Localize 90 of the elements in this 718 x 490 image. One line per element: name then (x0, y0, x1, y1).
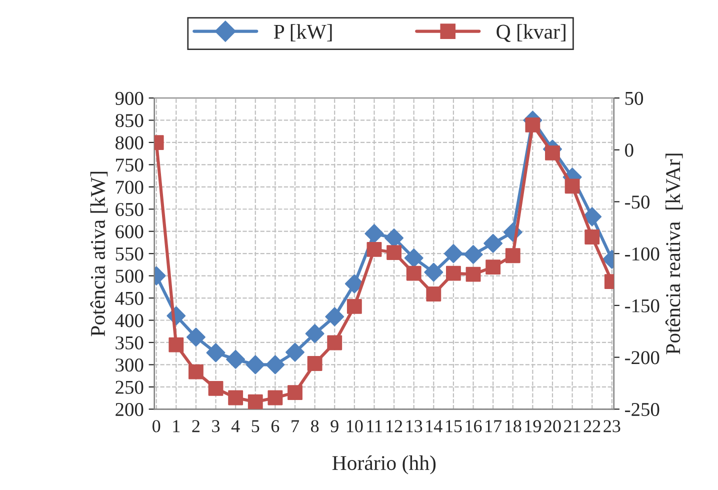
x-tick-label: 19 (525, 420, 541, 432)
legend-label: Q [kvar] (496, 24, 566, 42)
point (186, 328, 206, 347)
y-axis-title: Potência ativa [kW] (90, 172, 108, 336)
y2-tick-label: -100 (625, 247, 660, 261)
point (346, 299, 362, 314)
point (228, 390, 244, 406)
point (444, 244, 463, 264)
point (268, 390, 283, 406)
x-tick-label: 14 (426, 420, 442, 432)
y-tick-label: 450 (115, 292, 144, 305)
x-tick-label: 16 (466, 420, 482, 432)
x-tick-label: 1 (173, 420, 180, 432)
x-tick-label: 23 (604, 420, 620, 432)
x-tick-label: 18 (505, 420, 522, 432)
point (366, 242, 382, 257)
point (525, 118, 540, 132)
x-tick-label: 0 (152, 420, 160, 432)
y-tick-label: 600 (116, 225, 144, 238)
x-tick-label: 15 (446, 420, 462, 432)
point (582, 207, 602, 226)
point (486, 260, 501, 275)
point (584, 230, 600, 244)
point (288, 385, 302, 400)
y2-tick-label: -200 (625, 351, 660, 364)
y2-tick-label: 50 (625, 92, 644, 105)
point (208, 380, 224, 396)
x-tick-label: 6 (271, 420, 280, 432)
point (505, 248, 520, 264)
x-tick-label: 20 (544, 420, 561, 432)
point (246, 355, 265, 374)
point (307, 356, 322, 371)
point (484, 234, 503, 253)
point (564, 178, 580, 194)
point (266, 355, 285, 374)
x-tick-label: 5 (252, 420, 260, 432)
x-axis-title: Horário (hh) (332, 455, 436, 474)
y-tick-label: 350 (116, 336, 144, 350)
x-tick-label: 2 (192, 420, 200, 432)
y2-axis-title: Potência reativa [kVAr] (665, 154, 683, 354)
point (206, 343, 226, 362)
y-tick-label: 250 (116, 380, 144, 394)
y-tick-label: 650 (116, 202, 144, 216)
legend-label: P [kW] (274, 24, 332, 42)
point (226, 350, 246, 369)
point (404, 248, 424, 268)
point (386, 245, 402, 260)
point (406, 266, 422, 281)
x-tick-label: 9 (330, 420, 338, 432)
point (464, 244, 483, 264)
y-tick-label: 400 (115, 314, 144, 328)
x-tick-label: 4 (231, 420, 240, 432)
point (545, 146, 560, 160)
x-tick-label: 11 (367, 420, 382, 432)
y-tick-label: 700 (116, 180, 144, 194)
y-tick-label: 850 (116, 114, 144, 128)
y2-tick-label: -150 (625, 299, 660, 312)
point (188, 364, 204, 380)
point (168, 337, 184, 352)
y2-tick-label: 0 (625, 144, 634, 157)
point (426, 286, 442, 302)
x-tick-label: 3 (212, 420, 220, 432)
x-tick-label: 22 (584, 420, 600, 432)
y-tick-label: 750 (116, 158, 144, 172)
y-tick-label: 200 (116, 402, 144, 416)
x-tick-label: 12 (386, 420, 402, 432)
x-tick-label: 13 (406, 420, 422, 432)
y2-tick-label: -50 (625, 196, 650, 209)
x-tick-label: 17 (486, 420, 502, 432)
y-tick-label: 800 (116, 136, 144, 150)
y2-tick-label: -250 (625, 402, 660, 416)
point (344, 274, 364, 294)
y-tick-label: 300 (116, 358, 144, 372)
point (325, 307, 344, 326)
x-tick-label: 7 (292, 420, 299, 432)
point (424, 262, 444, 282)
point (327, 335, 342, 350)
point (286, 342, 304, 362)
point (248, 394, 263, 410)
x-tick-label: 10 (346, 420, 363, 432)
point (446, 266, 461, 281)
y-tick-label: 500 (116, 270, 144, 283)
point (305, 324, 324, 344)
x-tick-label: 8 (310, 420, 319, 432)
y-tick-label: 550 (116, 247, 144, 261)
y-tick-label: 900 (115, 92, 144, 105)
point (364, 224, 384, 244)
point (466, 266, 481, 282)
x-tick-label: 21 (564, 420, 580, 432)
point (384, 228, 404, 248)
